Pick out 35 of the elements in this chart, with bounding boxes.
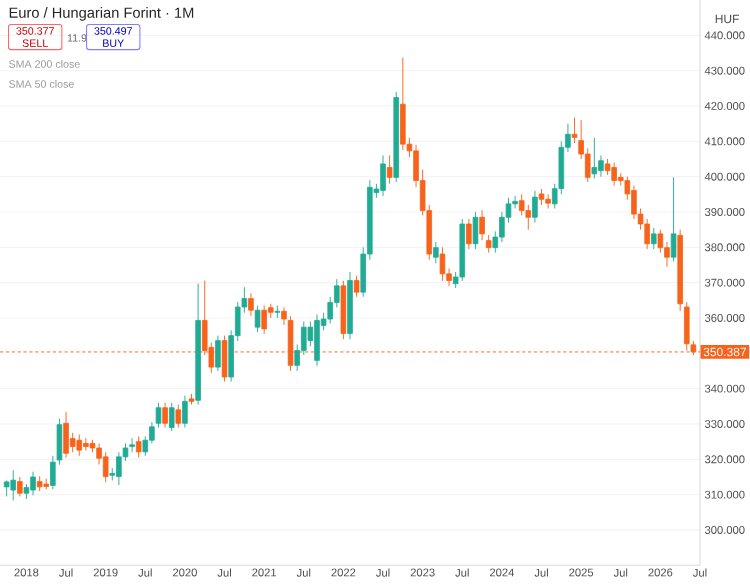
candlestick xyxy=(182,395,188,428)
candlestick xyxy=(10,469,16,501)
candlestick xyxy=(472,211,479,250)
candlestick xyxy=(17,476,23,497)
candlestick xyxy=(261,305,267,335)
candlestick xyxy=(353,275,360,298)
candlestick xyxy=(479,209,485,241)
candlestick xyxy=(591,137,598,179)
candlestick xyxy=(168,402,175,432)
candlestick xyxy=(670,176,677,262)
candlestick xyxy=(400,57,406,151)
candlestick xyxy=(611,162,617,186)
candlestick xyxy=(76,434,83,457)
candlestick xyxy=(254,305,261,333)
candlestick xyxy=(532,190,538,224)
candlestick xyxy=(545,193,551,209)
candlestick xyxy=(433,241,439,264)
candlestick xyxy=(314,313,320,367)
candlestick xyxy=(30,471,36,496)
candlestick xyxy=(380,154,386,197)
candlestick xyxy=(340,280,347,340)
candlestick xyxy=(386,154,393,185)
candlestick xyxy=(175,404,182,428)
candlestick xyxy=(83,437,89,451)
candlestick xyxy=(135,435,142,459)
candlestick xyxy=(102,451,109,483)
candlestick xyxy=(116,451,122,486)
candlestick xyxy=(439,246,446,282)
candlestick xyxy=(129,437,135,453)
candlestick xyxy=(162,402,168,428)
candlestick xyxy=(63,411,69,459)
candlestick xyxy=(215,335,221,372)
candlestick xyxy=(466,218,472,250)
candlestick xyxy=(650,227,657,250)
candlestick xyxy=(248,292,254,317)
